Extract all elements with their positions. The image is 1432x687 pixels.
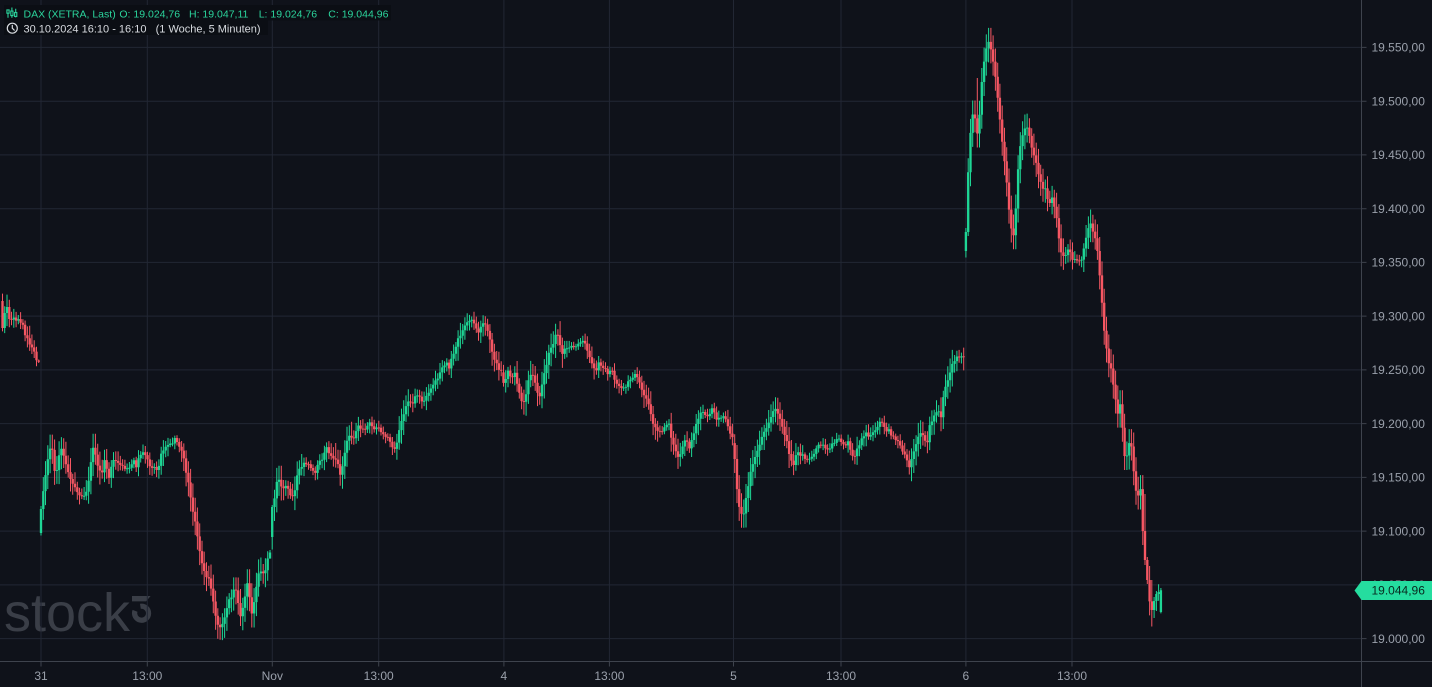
svg-text:DAX (XETRA, Last): DAX (XETRA, Last)	[24, 8, 116, 20]
svg-text:30.10.2024 16:10 - 16:10 (1: 30.10.2024 16:10 - 16:10 (1 Woche, 5 Min…	[24, 23, 261, 35]
svg-text:H: 19.047,11: H: 19.047,11	[189, 8, 249, 20]
svg-text:13:00: 13:00	[594, 669, 624, 683]
svg-text:4: 4	[501, 669, 508, 683]
svg-text:19.500,00: 19.500,00	[1372, 94, 1426, 108]
svg-text:31: 31	[34, 669, 48, 683]
svg-text:13:00: 13:00	[1057, 669, 1087, 683]
svg-text:19.350,00: 19.350,00	[1372, 256, 1426, 270]
svg-text:5: 5	[730, 669, 737, 683]
svg-text:19.450,00: 19.450,00	[1372, 148, 1426, 162]
svg-text:C: 19.044,96: C: 19.044,96	[328, 8, 388, 20]
svg-text:19.100,00: 19.100,00	[1372, 524, 1426, 538]
svg-text:19.000,00: 19.000,00	[1372, 632, 1426, 646]
svg-text:19.044,96: 19.044,96	[1372, 584, 1426, 598]
svg-text:19.150,00: 19.150,00	[1372, 471, 1426, 485]
svg-text:19.200,00: 19.200,00	[1372, 417, 1426, 431]
svg-text:13:00: 13:00	[364, 669, 394, 683]
svg-text:19.300,00: 19.300,00	[1372, 309, 1426, 323]
svg-text:13:00: 13:00	[826, 669, 856, 683]
svg-text:O: 19.024,76: O: 19.024,76	[119, 8, 180, 20]
svg-text:Nov: Nov	[262, 669, 283, 683]
svg-text:L: 19.024,76: L: 19.024,76	[259, 8, 318, 20]
svg-text:6: 6	[963, 669, 970, 683]
svg-text:13:00: 13:00	[132, 669, 162, 683]
svg-text:19.250,00: 19.250,00	[1372, 363, 1426, 377]
svg-text:19.550,00: 19.550,00	[1372, 41, 1426, 55]
svg-text:stock: stock	[4, 583, 131, 643]
svg-text:19.400,00: 19.400,00	[1372, 202, 1426, 216]
